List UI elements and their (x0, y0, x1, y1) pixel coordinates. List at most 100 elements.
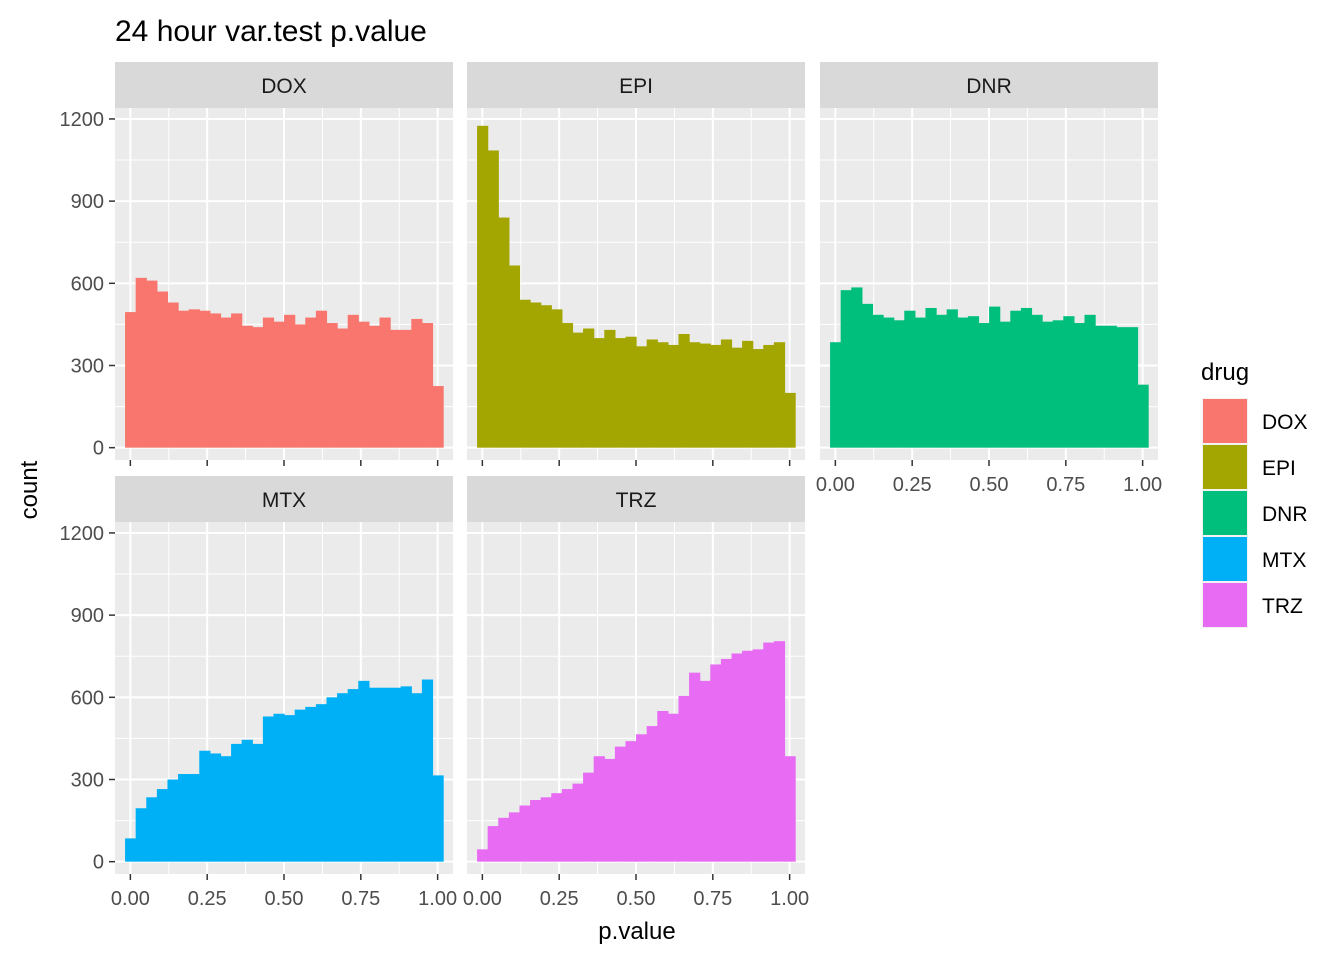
histogram-bar-trz (614, 746, 627, 862)
histogram-bar-epi (752, 349, 764, 448)
histogram-bar-dnr (989, 306, 1001, 448)
histogram-bar-dnr (883, 317, 895, 448)
histogram-bar-dnr (872, 314, 884, 448)
histogram-bar-dnr (1095, 325, 1107, 448)
histogram-bar-trz (530, 800, 542, 862)
histogram-bar-dox (209, 313, 222, 448)
histogram-bar-epi (646, 339, 658, 448)
x-axis-label: p.value (598, 918, 675, 945)
histogram-bar-trz (773, 641, 786, 862)
histogram-bar-epi (742, 340, 754, 448)
histogram-bar-trz (710, 664, 722, 862)
histogram-bar-mtx (400, 686, 412, 862)
legend-label-dnr: DNR (1262, 503, 1308, 526)
histogram-bar-dox (178, 310, 190, 448)
y-tick-label: 0 (93, 852, 104, 874)
histogram-bar-dnr (946, 309, 958, 448)
chart-title: 24 hour var.test p.value (115, 15, 427, 48)
histogram-bar-dnr (967, 316, 980, 448)
x-tick-label: 0.50 (265, 888, 304, 910)
histogram-bar-trz (583, 772, 595, 862)
legend-swatch-epi (1203, 445, 1247, 489)
legend-swatch-mtx (1203, 537, 1247, 581)
histogram-bar-epi (710, 344, 722, 448)
histogram-bar-dnr (1105, 325, 1117, 448)
histogram-bar-mtx (358, 680, 370, 862)
x-tick-label: 0.00 (463, 888, 502, 910)
histogram-bar-trz (689, 672, 701, 862)
histogram-bar-dnr (978, 323, 990, 448)
legend-title: drug (1201, 359, 1249, 386)
histogram-bar-trz (604, 758, 616, 862)
x-tick-label: 0.75 (1046, 474, 1085, 496)
histogram-bar-mtx (315, 704, 328, 862)
histogram-bar-dnr (904, 310, 916, 448)
legend-label-dox: DOX (1262, 411, 1308, 434)
histogram-bar-dnr (893, 320, 905, 448)
histogram-bar-trz (625, 741, 637, 862)
histogram-bar-mtx (284, 715, 296, 862)
histogram-bar-trz (646, 726, 658, 862)
histogram-bar-epi (604, 329, 616, 448)
x-tick-label: 1.00 (418, 888, 457, 910)
strip-epi (467, 62, 805, 108)
y-axis-label: count (16, 460, 43, 519)
histogram-bar-mtx (167, 779, 179, 862)
histogram-bar-dnr (1020, 307, 1033, 448)
legend-swatch-dox (1203, 399, 1247, 443)
histogram-bar-trz (752, 649, 764, 862)
histogram-bar-mtx (390, 687, 402, 862)
histogram-bar-mtx (305, 706, 317, 862)
x-tick-label: 0.50 (970, 474, 1009, 496)
histogram-bar-epi (678, 333, 690, 448)
histogram-bar-trz (593, 756, 605, 862)
histogram-bar-dox (305, 317, 317, 448)
histogram-bar-epi (784, 392, 796, 448)
histogram-bar-trz (742, 650, 754, 862)
histogram-bar-trz (636, 734, 648, 862)
x-tick-label: 0.25 (893, 474, 932, 496)
histogram-bar-mtx (252, 743, 264, 862)
histogram-bar-epi (657, 342, 669, 448)
histogram-bar-dnr (957, 317, 969, 448)
histogram-bar-epi (508, 265, 521, 448)
legend: drug DOX EPI DNR MTX TRZ (1201, 359, 1308, 628)
histogram-bar-trz (784, 756, 796, 862)
histogram-bar-mtx (379, 687, 391, 862)
histogram-bar-epi (593, 338, 605, 448)
histogram-bar-trz (720, 658, 733, 862)
histogram-bar-mtx (347, 689, 359, 862)
histogram-bar-dox (188, 309, 200, 448)
histogram-bar-dnr (1031, 314, 1043, 448)
histogram-bar-epi (487, 150, 499, 448)
histogram-bar-trz (487, 826, 499, 862)
y-tick-label: 900 (71, 605, 104, 627)
legend-label-trz: TRZ (1262, 595, 1303, 618)
histogram-bar-dox (421, 323, 434, 448)
x-tick-label: 0.50 (617, 888, 656, 910)
histogram-bar-trz (572, 783, 584, 862)
y-tick-label: 1200 (60, 523, 105, 545)
histogram-bar-epi (720, 339, 733, 448)
x-tick-label: 0.75 (693, 888, 732, 910)
histogram-bar-dox (337, 328, 349, 448)
y-tick-label: 900 (71, 191, 104, 213)
facet-panel-dox: DOX 0 300 600 900 1200 (60, 62, 453, 466)
y-tick-label: 600 (71, 273, 104, 295)
facet-panel-dnr: DNR 0.00 0.25 0.50 0.75 1.00 (816, 62, 1162, 496)
histogram-bar-dox (294, 324, 306, 448)
histogram-bar-dox (252, 327, 264, 448)
x-tick-label: 1.00 (1123, 474, 1162, 496)
strip-label-dnr: DNR (966, 75, 1012, 98)
histogram-bar-dox (368, 325, 381, 448)
histogram-bar-mtx (135, 808, 147, 862)
histogram-bar-dnr (840, 290, 852, 448)
x-tick-label: 0.00 (111, 888, 150, 910)
histogram-bar-epi (583, 328, 595, 448)
strip-label-dox: DOX (261, 75, 307, 98)
histogram-bar-trz (561, 789, 574, 862)
x-tick-label: 0.25 (188, 888, 227, 910)
histogram-bar-dox (262, 317, 275, 448)
histogram-bar-dnr (1073, 323, 1086, 448)
